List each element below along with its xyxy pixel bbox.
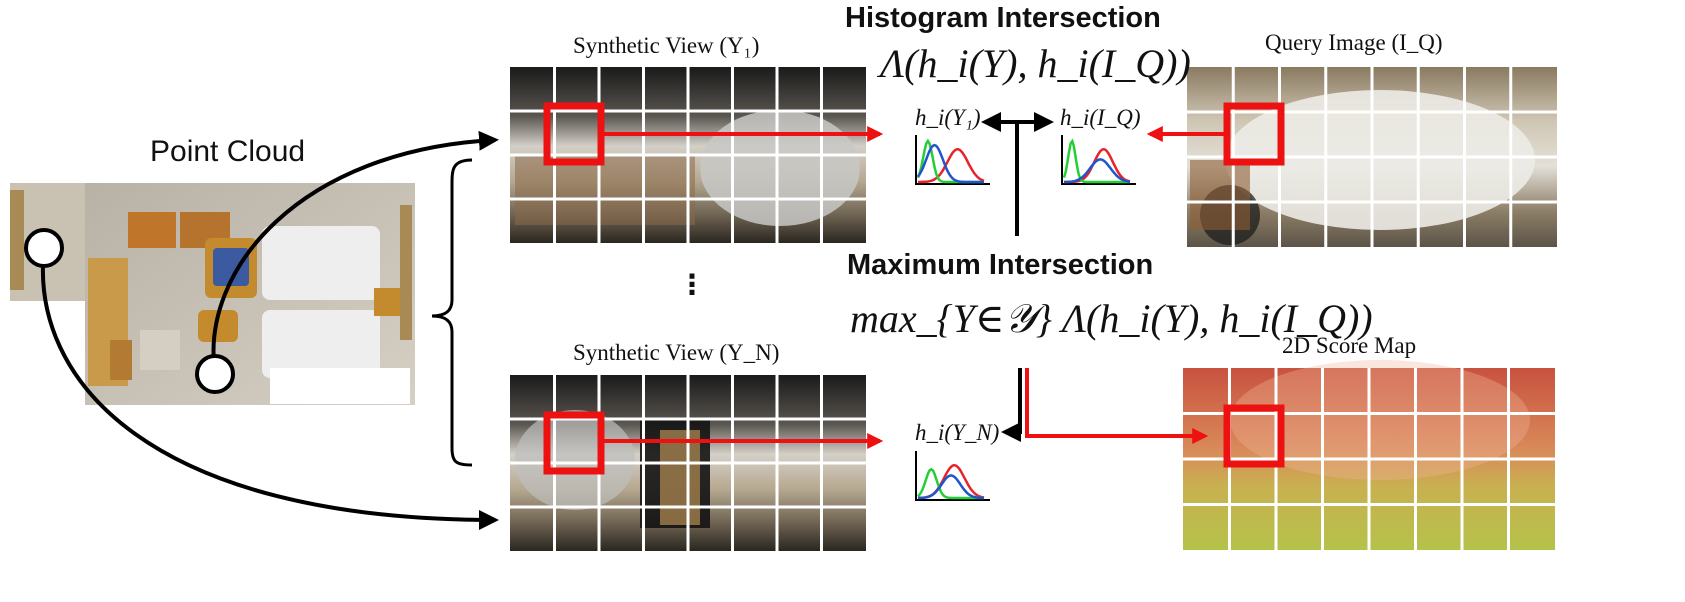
patch-grids [510,67,1557,551]
intersection-formula: Λ(h_i(Y), h_i(I_Q)) [880,41,1191,86]
nightstand [374,288,402,316]
histogram-curve [917,474,985,500]
bed-2 [262,310,380,378]
hist-y1-label: h_i(Y₁) [915,105,981,130]
armchair-2 [198,310,238,342]
desk-lower [110,340,132,380]
histogram-axes [915,451,990,501]
bed-1 [262,226,380,300]
point-cloud-left-edge [10,190,24,290]
point-cloud [10,183,415,405]
cabinet [128,212,176,248]
curly-brace [431,158,473,467]
score-map-title: 2D Score Map [1282,333,1417,358]
right-edge [400,205,412,340]
patch-highlight-score [1223,404,1285,468]
histogram-curve [918,147,985,184]
histogram-y1 [915,135,990,185]
histogram-curve [1063,158,1131,184]
bed-hole [270,368,410,404]
armchair-seat [213,248,249,286]
histogram-yn [915,451,990,501]
histogram-axes [1061,135,1136,185]
synthetic-view-yn-title: Synthetic View (Y_N) [573,340,780,365]
hist-iq-label: h_i(I_Q) [1060,105,1141,130]
arrow-max-to-score [1025,368,1209,444]
arrow-max-to-hist-yn [1001,368,1022,442]
synthetic-view-y1-title: Synthetic View (Y₁) [573,33,760,58]
histogram-curve [916,143,984,184]
max-intersection-formula: max_{Y∈𝒴} Λ(h_i(Y), h_i(I_Q)) [850,296,1373,341]
camera-position-1 [195,354,235,394]
histogram-axes [915,135,990,185]
camera-position-2 [24,228,64,268]
histogram-curve [1062,138,1130,184]
histogram-iq [1061,135,1136,185]
histogram-intersection-title: Histogram Intersection [845,2,1161,34]
histogram-curve [918,463,985,500]
ellipsis: ⋮ [678,269,706,300]
histogram-curve [917,467,984,500]
query-image-title: Query Image (I_Q) [1265,30,1443,55]
curved-arrow-to-y1 [211,130,499,373]
hist-yn-label: h_i(Y_N) [915,420,1000,445]
curved-arrow-to-yn [40,249,499,530]
maximum-intersection-title: Maximum Intersection [847,249,1154,281]
point-cloud-title: Point Cloud [150,135,306,168]
chair-left [140,330,180,370]
